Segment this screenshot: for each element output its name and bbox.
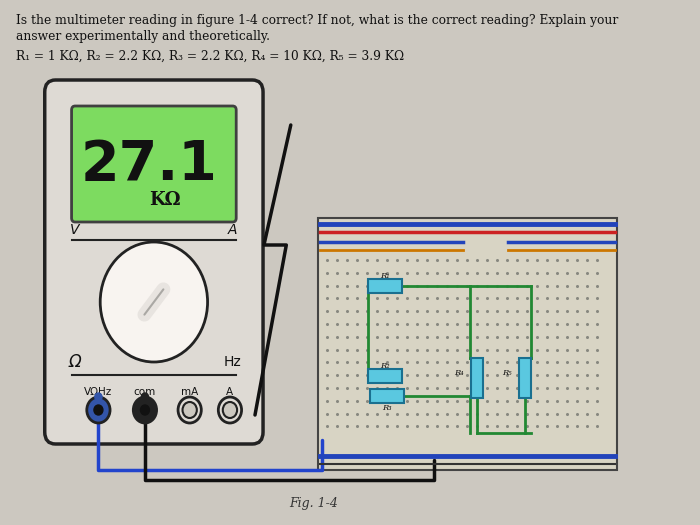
Text: V: V (71, 223, 80, 237)
Bar (519, 358, 531, 398)
Circle shape (133, 397, 157, 423)
Text: R₂: R₂ (380, 362, 389, 370)
Text: VΩHz: VΩHz (84, 387, 113, 397)
Bar (318, 218, 617, 470)
Text: A: A (226, 387, 234, 397)
Circle shape (94, 405, 103, 415)
Bar (370, 389, 405, 403)
Text: R₄: R₄ (454, 369, 464, 377)
Text: R₅: R₅ (503, 369, 512, 377)
Text: KΩ: KΩ (149, 191, 181, 209)
Bar (470, 358, 483, 398)
Circle shape (94, 393, 102, 401)
Bar (368, 279, 402, 293)
Circle shape (141, 393, 148, 401)
Circle shape (223, 402, 237, 418)
Text: Hz: Hz (224, 355, 241, 369)
Text: R₁: R₁ (380, 272, 389, 280)
Circle shape (183, 402, 197, 418)
Circle shape (87, 397, 110, 423)
Circle shape (141, 405, 149, 415)
Text: A: A (228, 223, 237, 237)
Circle shape (218, 397, 242, 423)
Text: answer experimentally and theoretically.: answer experimentally and theoretically. (16, 30, 270, 43)
Text: com: com (134, 387, 156, 397)
FancyBboxPatch shape (71, 106, 236, 222)
Text: R₁ = 1 KΩ, R₂ = 2.2 KΩ, R₃ = 2.2 KΩ, R₄ = 10 KΩ, R₅ = 3.9 KΩ: R₁ = 1 KΩ, R₂ = 2.2 KΩ, R₃ = 2.2 KΩ, R₄ … (16, 50, 404, 63)
Circle shape (178, 397, 202, 423)
Text: Ω: Ω (69, 353, 81, 371)
Text: Is the multimeter reading in figure 1-4 correct? If not, what is the correct rea: Is the multimeter reading in figure 1-4 … (16, 14, 618, 27)
Text: mA: mA (181, 387, 198, 397)
Circle shape (100, 242, 208, 362)
FancyBboxPatch shape (45, 80, 263, 444)
Text: Fig. 1-4: Fig. 1-4 (288, 498, 337, 510)
Text: R₃: R₃ (383, 404, 392, 412)
Bar (368, 369, 402, 383)
Text: 27.1: 27.1 (81, 138, 218, 192)
